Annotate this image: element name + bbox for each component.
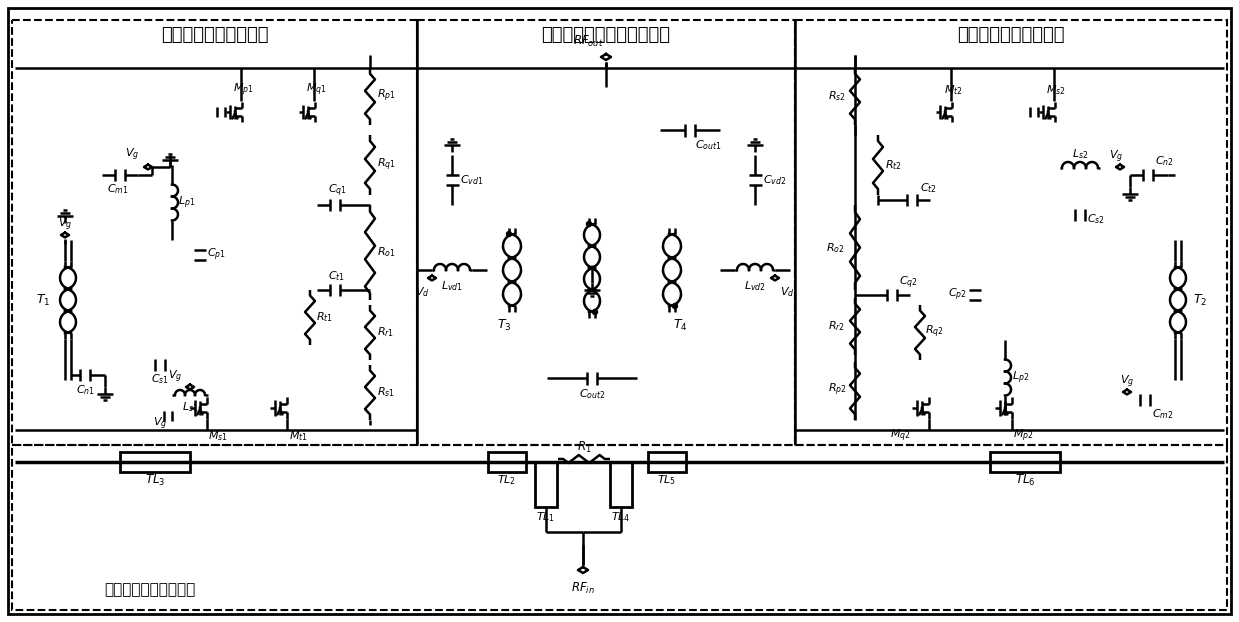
Text: $R_{o2}$: $R_{o2}$ <box>825 241 844 255</box>
Text: $L_{p1}$: $L_{p1}$ <box>178 194 196 211</box>
Text: $C_{n1}$: $C_{n1}$ <box>76 383 94 397</box>
Text: $M_{p1}$: $M_{p1}$ <box>233 82 254 98</box>
Text: 输入功分相移补偿网络: 输入功分相移补偿网络 <box>104 582 196 598</box>
Text: $C_{m1}$: $C_{m1}$ <box>108 182 129 196</box>
Text: $M_{p2}$: $M_{p2}$ <box>1012 428 1033 444</box>
Bar <box>12 20 418 445</box>
Bar <box>418 20 795 445</box>
Text: $R_{t2}$: $R_{t2}$ <box>885 158 902 172</box>
Text: $V_d$: $V_d$ <box>415 285 429 299</box>
Bar <box>648 452 686 472</box>
Text: $C_{n2}$: $C_{n2}$ <box>1155 154 1173 168</box>
Bar <box>610 462 632 507</box>
Text: $C_{t1}$: $C_{t1}$ <box>328 269 346 283</box>
Text: $C_{m2}$: $C_{m2}$ <box>1152 407 1173 421</box>
Text: $TL_4$: $TL_4$ <box>611 510 631 524</box>
Circle shape <box>592 310 597 315</box>
Bar <box>535 462 558 507</box>
Text: $C_{out1}$: $C_{out1}$ <box>695 138 721 152</box>
Text: $TL_2$: $TL_2$ <box>497 473 517 487</box>
Text: $V_g$: $V_g$ <box>58 217 72 233</box>
Text: $M_{s1}$: $M_{s1}$ <box>208 429 228 443</box>
Text: $V_d$: $V_d$ <box>779 285 794 299</box>
Text: 第二差分堆叠放大网络: 第二差分堆叠放大网络 <box>958 26 1064 44</box>
Text: $M_{s2}$: $M_{s2}$ <box>1046 83 1066 97</box>
Text: $R_{t1}$: $R_{t1}$ <box>316 310 333 324</box>
Text: $TL_1$: $TL_1$ <box>536 510 555 524</box>
Text: $RF_{out}$: $RF_{out}$ <box>572 34 603 49</box>
Text: $L_{s2}$: $L_{s2}$ <box>1072 147 1088 161</box>
Text: $C_{out2}$: $C_{out2}$ <box>579 387 606 401</box>
Bar <box>12 445 1227 610</box>
Text: $R_{r1}$: $R_{r1}$ <box>378 325 394 339</box>
Text: $R_{p2}$: $R_{p2}$ <box>828 382 846 398</box>
Text: $M_{t2}$: $M_{t2}$ <box>944 83 963 97</box>
Bar <box>120 452 190 472</box>
Circle shape <box>586 221 591 226</box>
Text: $V_g$: $V_g$ <box>125 147 139 163</box>
Text: $T_2$: $T_2$ <box>1193 292 1207 307</box>
Bar <box>795 20 1227 445</box>
Text: $L_{vd1}$: $L_{vd1}$ <box>441 279 463 293</box>
Text: 第一差分堆叠放大网络: 第一差分堆叠放大网络 <box>161 26 269 44</box>
Text: $V_g$: $V_g$ <box>1109 149 1123 165</box>
Text: $TL_5$: $TL_5$ <box>658 473 676 487</box>
Text: $R_{q1}$: $R_{q1}$ <box>377 157 395 173</box>
Text: 输出双差分转单端合成网络: 输出双差分转单端合成网络 <box>541 26 670 44</box>
Text: $C_{t2}$: $C_{t2}$ <box>919 181 937 195</box>
Text: $M_{t1}$: $M_{t1}$ <box>289 429 307 443</box>
Bar <box>990 452 1061 472</box>
Text: $R_{q2}$: $R_{q2}$ <box>924 324 943 340</box>
Text: $C_{q2}$: $C_{q2}$ <box>898 275 917 291</box>
Text: $RF_{in}$: $RF_{in}$ <box>571 580 595 595</box>
Text: $T_1$: $T_1$ <box>36 292 51 307</box>
Text: $C_{p1}$: $C_{p1}$ <box>207 247 225 263</box>
Text: $TL_6$: $TL_6$ <box>1015 473 1036 488</box>
Text: $C_{vd1}$: $C_{vd1}$ <box>460 173 483 187</box>
Text: $C_{q1}$: $C_{q1}$ <box>327 183 347 199</box>
Text: $V_g$: $V_g$ <box>1120 374 1134 390</box>
Text: $C_{s2}$: $C_{s2}$ <box>1087 212 1105 226</box>
Text: $M_{q1}$: $M_{q1}$ <box>306 82 326 98</box>
Text: $M_{q2}$: $M_{q2}$ <box>890 428 911 444</box>
Text: $R_{p1}$: $R_{p1}$ <box>377 88 395 104</box>
Text: $C_{s1}$: $C_{s1}$ <box>151 372 169 386</box>
Bar <box>488 452 527 472</box>
Text: $R_{o1}$: $R_{o1}$ <box>377 245 395 259</box>
Text: $L_{p2}$: $L_{p2}$ <box>1012 369 1030 386</box>
Text: $C_{p2}$: $C_{p2}$ <box>948 287 966 303</box>
Circle shape <box>507 231 512 236</box>
Text: $V_g$: $V_g$ <box>167 369 182 385</box>
Text: $L_{vd2}$: $L_{vd2}$ <box>745 279 766 293</box>
Text: $TL_3$: $TL_3$ <box>145 473 165 488</box>
Text: $T_4$: $T_4$ <box>673 317 688 333</box>
Text: $R_{r2}$: $R_{r2}$ <box>829 319 845 333</box>
Text: $R_1$: $R_1$ <box>576 440 591 455</box>
Text: $L_{s1}$: $L_{s1}$ <box>182 400 198 414</box>
Text: $T_3$: $T_3$ <box>497 317 512 333</box>
Text: $C_{vd2}$: $C_{vd2}$ <box>763 173 787 187</box>
Text: $V_g$: $V_g$ <box>152 415 167 432</box>
Text: $R_{s2}$: $R_{s2}$ <box>828 89 846 103</box>
Circle shape <box>673 304 678 309</box>
Text: $R_{s1}$: $R_{s1}$ <box>377 385 395 399</box>
